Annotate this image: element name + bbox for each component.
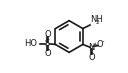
Text: NH: NH xyxy=(90,15,103,24)
Text: -: - xyxy=(102,38,104,44)
Text: 2: 2 xyxy=(96,20,100,25)
Text: O: O xyxy=(44,49,51,58)
Text: S: S xyxy=(45,39,50,48)
Text: N: N xyxy=(88,43,95,52)
Text: O: O xyxy=(44,30,51,39)
Text: O: O xyxy=(97,40,103,49)
Text: HO: HO xyxy=(24,39,37,48)
Text: O: O xyxy=(88,53,95,62)
Text: +: + xyxy=(92,42,97,47)
